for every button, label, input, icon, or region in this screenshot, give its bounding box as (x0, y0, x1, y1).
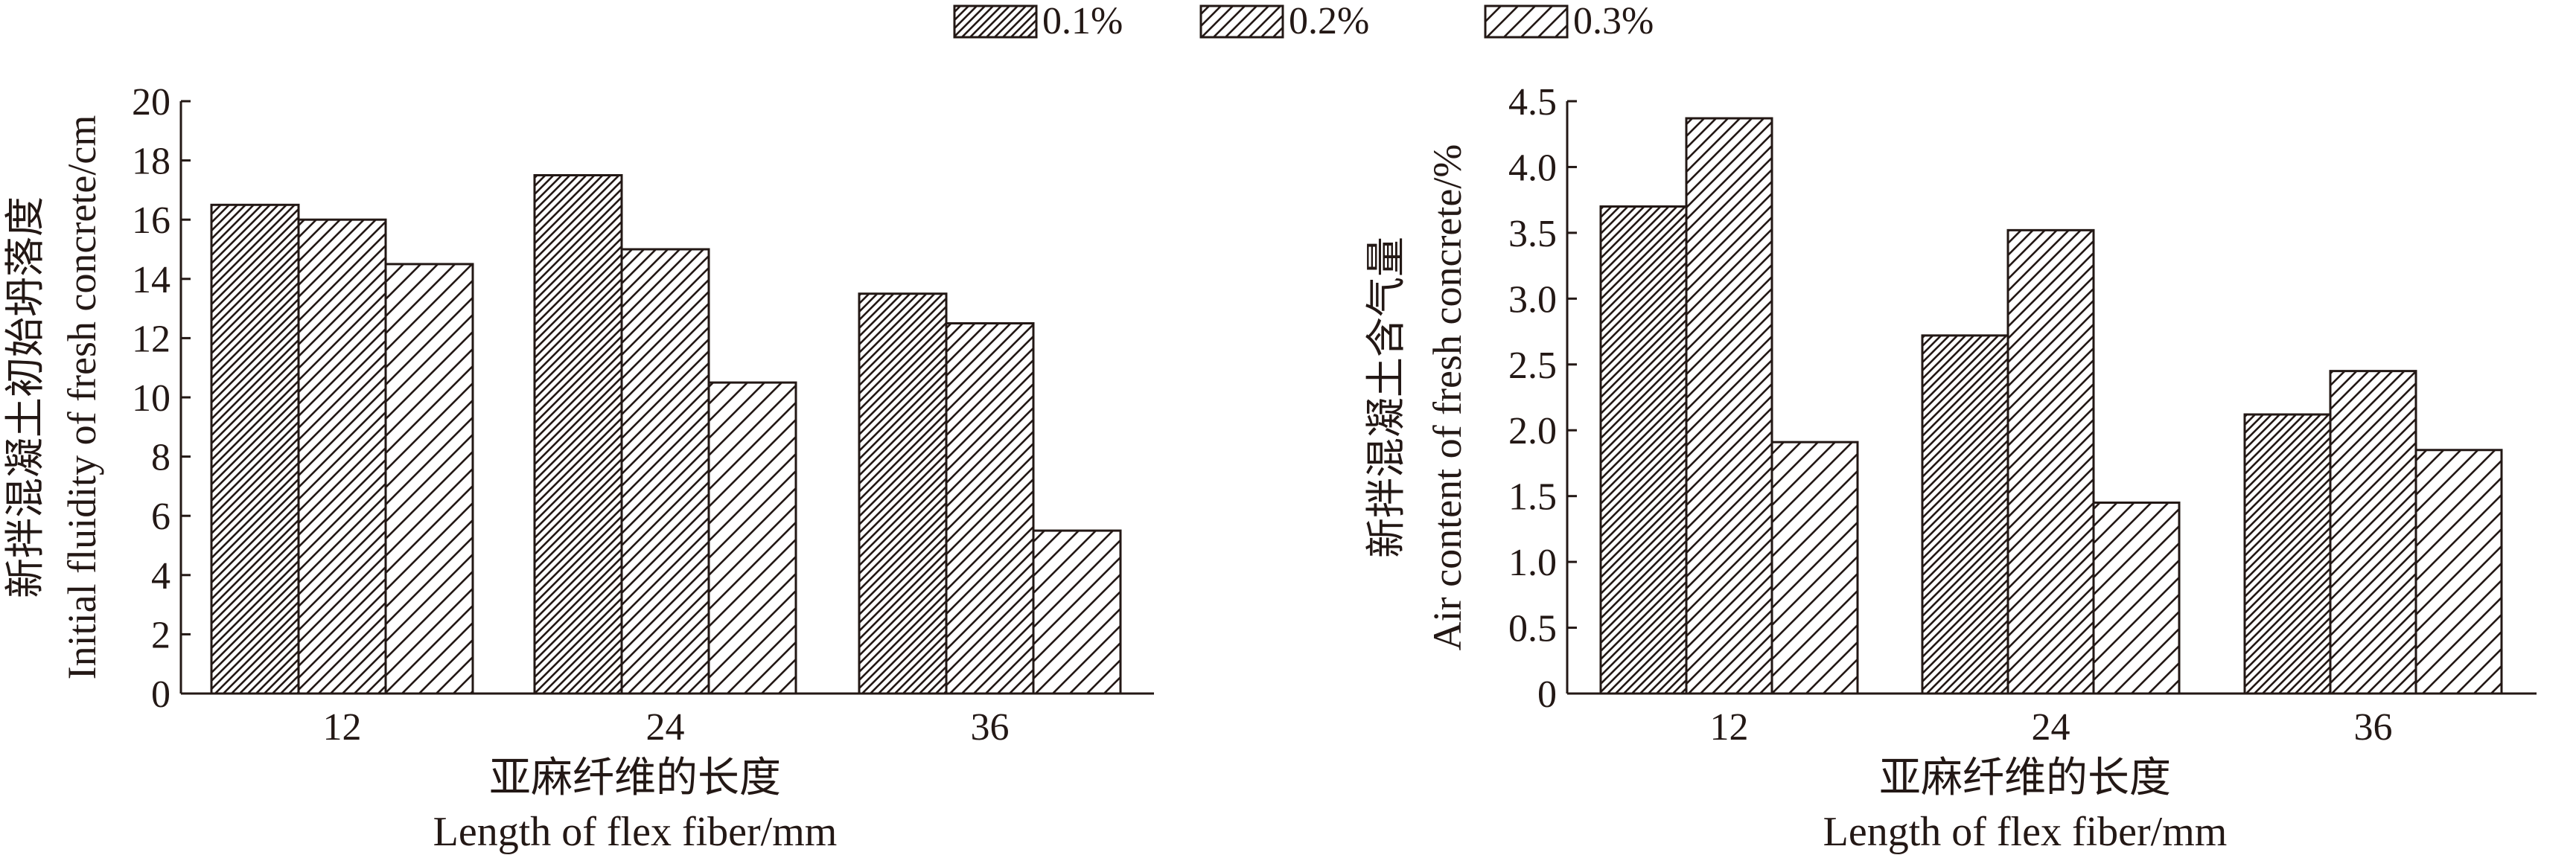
air-content-chart: 0 0.5 1.0 1.5 2.0 2.5 3.0 3.5 4.0 4.5 12 24 36 新拌混凝… (1364, 81, 2537, 855)
slump-bar-36-0.3% (1032, 529, 1122, 695)
air-content-x-tick-label: 12 (1710, 706, 1749, 749)
legend-swatch-2 (1484, 4, 1569, 39)
air-content-y-tick-label: 4.5 (1508, 81, 1557, 124)
air-content-bar-12-0.2% (1685, 117, 1773, 695)
legend-label-2: 0.3% (1573, 0, 1654, 42)
slump-x-ticks: 12 24 36 (323, 706, 1010, 749)
legend-swatch-0 (953, 4, 1038, 39)
air-content-bar-24-0.3% (2092, 502, 2181, 695)
slump-bar-12-0.2% (297, 218, 387, 695)
air-content-bar-24-0.2% (2006, 228, 2095, 695)
slump-x-label-en: Length of flex fiber/mm (433, 809, 838, 855)
slump-y-tick-label: 10 (132, 377, 170, 420)
slump-x-tick-label: 24 (646, 706, 685, 749)
air-content-y-tick-label: 3.5 (1508, 213, 1557, 255)
slump-y-tick-label: 14 (132, 259, 170, 301)
slump-y-ticks: 0 2 4 6 8 10 12 14 16 18 20 (132, 81, 191, 716)
air-content-y-tick-label: 1.0 (1508, 542, 1557, 584)
slump-bar-36-0.2% (945, 322, 1035, 695)
slump-bar-24-0.3% (707, 381, 797, 695)
slump-bar-24-0.2% (620, 248, 710, 695)
air-content-y-label-cn: 新拌混凝土含气量 (1364, 237, 1409, 558)
air-content-x-tick-label: 24 (2032, 706, 2070, 749)
slump-x-label-cn: 亚麻纤维的长度 (489, 755, 781, 801)
legend-label-0: 0.1% (1042, 0, 1123, 42)
air-content-bar-24-0.1% (1921, 334, 2009, 695)
air-content-x-label-cn: 亚麻纤维的长度 (1879, 755, 2171, 801)
legend-swatch-1 (1199, 4, 1284, 39)
slump-y-tick-label: 18 (132, 141, 170, 183)
air-content-y-tick-label: 0 (1537, 673, 1557, 716)
slump-x-tick-label: 36 (971, 706, 1010, 749)
slump-y-tick-label: 0 (151, 673, 170, 716)
air-content-y-tick-label: 2.5 (1508, 345, 1557, 387)
slump-y-label-en: Initial fluidity of fresh concrete/cm (60, 115, 104, 680)
legend: 0.1% 0.2% 0.3% (953, 0, 1654, 42)
air-content-bar-36-0.1% (2243, 413, 2332, 695)
slump-y-label-cn: 新拌混凝土初始坍落度 (3, 196, 48, 598)
slump-y-tick-label: 4 (151, 555, 170, 598)
slump-bar-24-0.1% (533, 174, 623, 695)
slump-x-tick-label: 12 (323, 706, 362, 749)
slump-y-tick-label: 12 (132, 318, 170, 360)
air-content-y-ticks: 0 0.5 1.0 1.5 2.0 2.5 3.0 3.5 4.0 4.5 (1508, 81, 1577, 716)
slump-bar-36-0.1% (858, 292, 948, 695)
slump-y-tick-label: 16 (132, 199, 170, 242)
air-content-bar-36-0.3% (2414, 449, 2503, 695)
slump-bar-12-0.3% (384, 263, 474, 695)
air-content-y-label-en: Air content of fresh concrete/% (1425, 144, 1470, 651)
slump-bars (210, 174, 1122, 695)
air-content-x-label-en: Length of flex fiber/mm (1823, 809, 2228, 855)
air-content-y-tick-label: 2.0 (1508, 410, 1557, 452)
air-content-y-tick-label: 1.5 (1508, 476, 1557, 519)
air-content-bar-12-0.1% (1599, 205, 1688, 695)
legend-label-1: 0.2% (1289, 0, 1369, 42)
air-content-bar-12-0.3% (1770, 441, 1859, 695)
slump-y-tick-label: 8 (151, 437, 170, 479)
slump-y-tick-label: 6 (151, 496, 170, 538)
air-content-y-tick-label: 0.5 (1508, 608, 1557, 650)
air-content-y-tick-label: 4.0 (1508, 147, 1557, 189)
air-content-x-ticks: 12 24 36 (1710, 706, 2393, 749)
air-content-bar-36-0.2% (2329, 370, 2417, 695)
air-content-bars (1599, 117, 2503, 695)
air-content-y-tick-label: 3.0 (1508, 278, 1557, 321)
slump-y-tick-label: 20 (132, 81, 170, 124)
slump-y-tick-label: 2 (151, 614, 170, 656)
air-content-x-tick-label: 36 (2354, 706, 2393, 749)
slump-bar-12-0.1% (210, 203, 300, 695)
